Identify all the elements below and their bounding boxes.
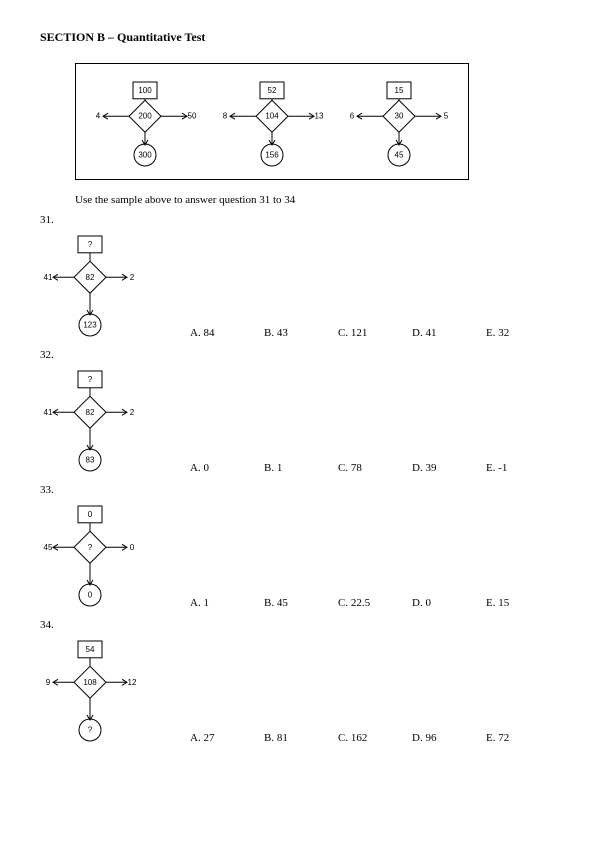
svg-text:41: 41 — [44, 273, 53, 282]
cross-diagram: 52 104 8 13 156 — [217, 74, 327, 170]
question-number: 31. — [40, 214, 560, 226]
answer-choice: E. 15 — [486, 597, 560, 609]
answer-choice: E. -1 — [486, 462, 560, 474]
answer-choice: C. 162 — [338, 732, 412, 744]
question-diagram: ? 82 41 2 83 — [40, 363, 160, 478]
svg-text:108: 108 — [83, 678, 97, 687]
svg-text:?: ? — [88, 726, 93, 735]
svg-text:?: ? — [88, 240, 93, 249]
answer-choice: B. 1 — [264, 462, 338, 474]
cross-diagram: 15 30 6 5 45 — [344, 74, 454, 170]
answer-choice: A. 84 — [190, 327, 264, 339]
answer-choice: C. 121 — [338, 327, 412, 339]
answer-choices: A. 1B. 45C. 22.5D. 0E. 15 — [160, 597, 560, 613]
svg-text:156: 156 — [265, 151, 279, 160]
question-diagram: ? 82 41 2 123 — [40, 228, 160, 343]
answer-choices: A. 27B. 81C. 162D. 96E. 72 — [160, 732, 560, 748]
sample-diagram: 52 104 8 13 156 — [217, 74, 327, 173]
answer-choice: B. 45 — [264, 597, 338, 609]
svg-text:15: 15 — [394, 86, 403, 95]
sample-diagram: 15 30 6 5 45 — [344, 74, 454, 173]
question-number: 34. — [40, 619, 560, 631]
svg-text:200: 200 — [139, 112, 153, 121]
answer-choice: A. 27 — [190, 732, 264, 744]
question-number: 33. — [40, 484, 560, 496]
svg-text:82: 82 — [86, 273, 95, 282]
answer-choice: C. 22.5 — [338, 597, 412, 609]
question-diagram: 54 108 9 12 ? — [40, 633, 160, 748]
svg-text:54: 54 — [86, 645, 95, 654]
sample-diagram: 100 200 4 50 300 — [90, 74, 200, 173]
svg-text:100: 100 — [139, 86, 153, 95]
svg-text:83: 83 — [86, 456, 95, 465]
svg-text:50: 50 — [188, 112, 197, 121]
answer-choice: A. 0 — [190, 462, 264, 474]
answer-choice: C. 78 — [338, 462, 412, 474]
answer-choice: B. 43 — [264, 327, 338, 339]
svg-text:6: 6 — [349, 112, 354, 121]
answer-choice: D. 96 — [412, 732, 486, 744]
svg-text:2: 2 — [130, 273, 135, 282]
svg-text:0: 0 — [88, 591, 93, 600]
svg-text:300: 300 — [139, 151, 153, 160]
svg-text:45: 45 — [394, 151, 403, 160]
question-number: 32. — [40, 349, 560, 361]
instruction-text: Use the sample above to answer question … — [75, 194, 560, 206]
sample-box: 100 200 4 50 300 52 104 8 13 156 15 30 6… — [75, 63, 469, 180]
question-diagram: 0 ? 45 0 0 — [40, 498, 160, 613]
svg-text:2: 2 — [130, 408, 135, 417]
svg-text:104: 104 — [265, 112, 279, 121]
cross-diagram: ? 82 41 2 123 — [40, 228, 140, 340]
answer-choice: A. 1 — [190, 597, 264, 609]
answer-choice: D. 39 — [412, 462, 486, 474]
answer-choice: D. 0 — [412, 597, 486, 609]
svg-text:?: ? — [88, 543, 93, 552]
answer-choice: E. 32 — [486, 327, 560, 339]
svg-text:?: ? — [88, 375, 93, 384]
svg-text:123: 123 — [83, 321, 97, 330]
svg-text:9: 9 — [46, 678, 51, 687]
svg-text:52: 52 — [268, 86, 277, 95]
answer-choice: B. 81 — [264, 732, 338, 744]
answer-choice: E. 72 — [486, 732, 560, 744]
answer-choices: A. 84B. 43C. 121D. 41E. 32 — [160, 327, 560, 343]
cross-diagram: ? 82 41 2 83 — [40, 363, 140, 475]
answer-choice: D. 41 — [412, 327, 486, 339]
cross-diagram: 0 ? 45 0 0 — [40, 498, 140, 610]
svg-text:13: 13 — [315, 112, 324, 121]
svg-text:30: 30 — [394, 112, 403, 121]
svg-text:0: 0 — [88, 510, 93, 519]
cross-diagram: 100 200 4 50 300 — [90, 74, 200, 170]
svg-text:82: 82 — [86, 408, 95, 417]
cross-diagram: 54 108 9 12 ? — [40, 633, 140, 745]
section-title: SECTION B – Quantitative Test — [40, 30, 560, 45]
answer-choices: A. 0B. 1C. 78D. 39E. -1 — [160, 462, 560, 478]
svg-text:5: 5 — [443, 112, 448, 121]
svg-text:45: 45 — [44, 543, 53, 552]
svg-text:8: 8 — [223, 112, 228, 121]
svg-text:12: 12 — [128, 678, 137, 687]
svg-text:4: 4 — [96, 112, 101, 121]
svg-text:0: 0 — [130, 543, 135, 552]
svg-text:41: 41 — [44, 408, 53, 417]
